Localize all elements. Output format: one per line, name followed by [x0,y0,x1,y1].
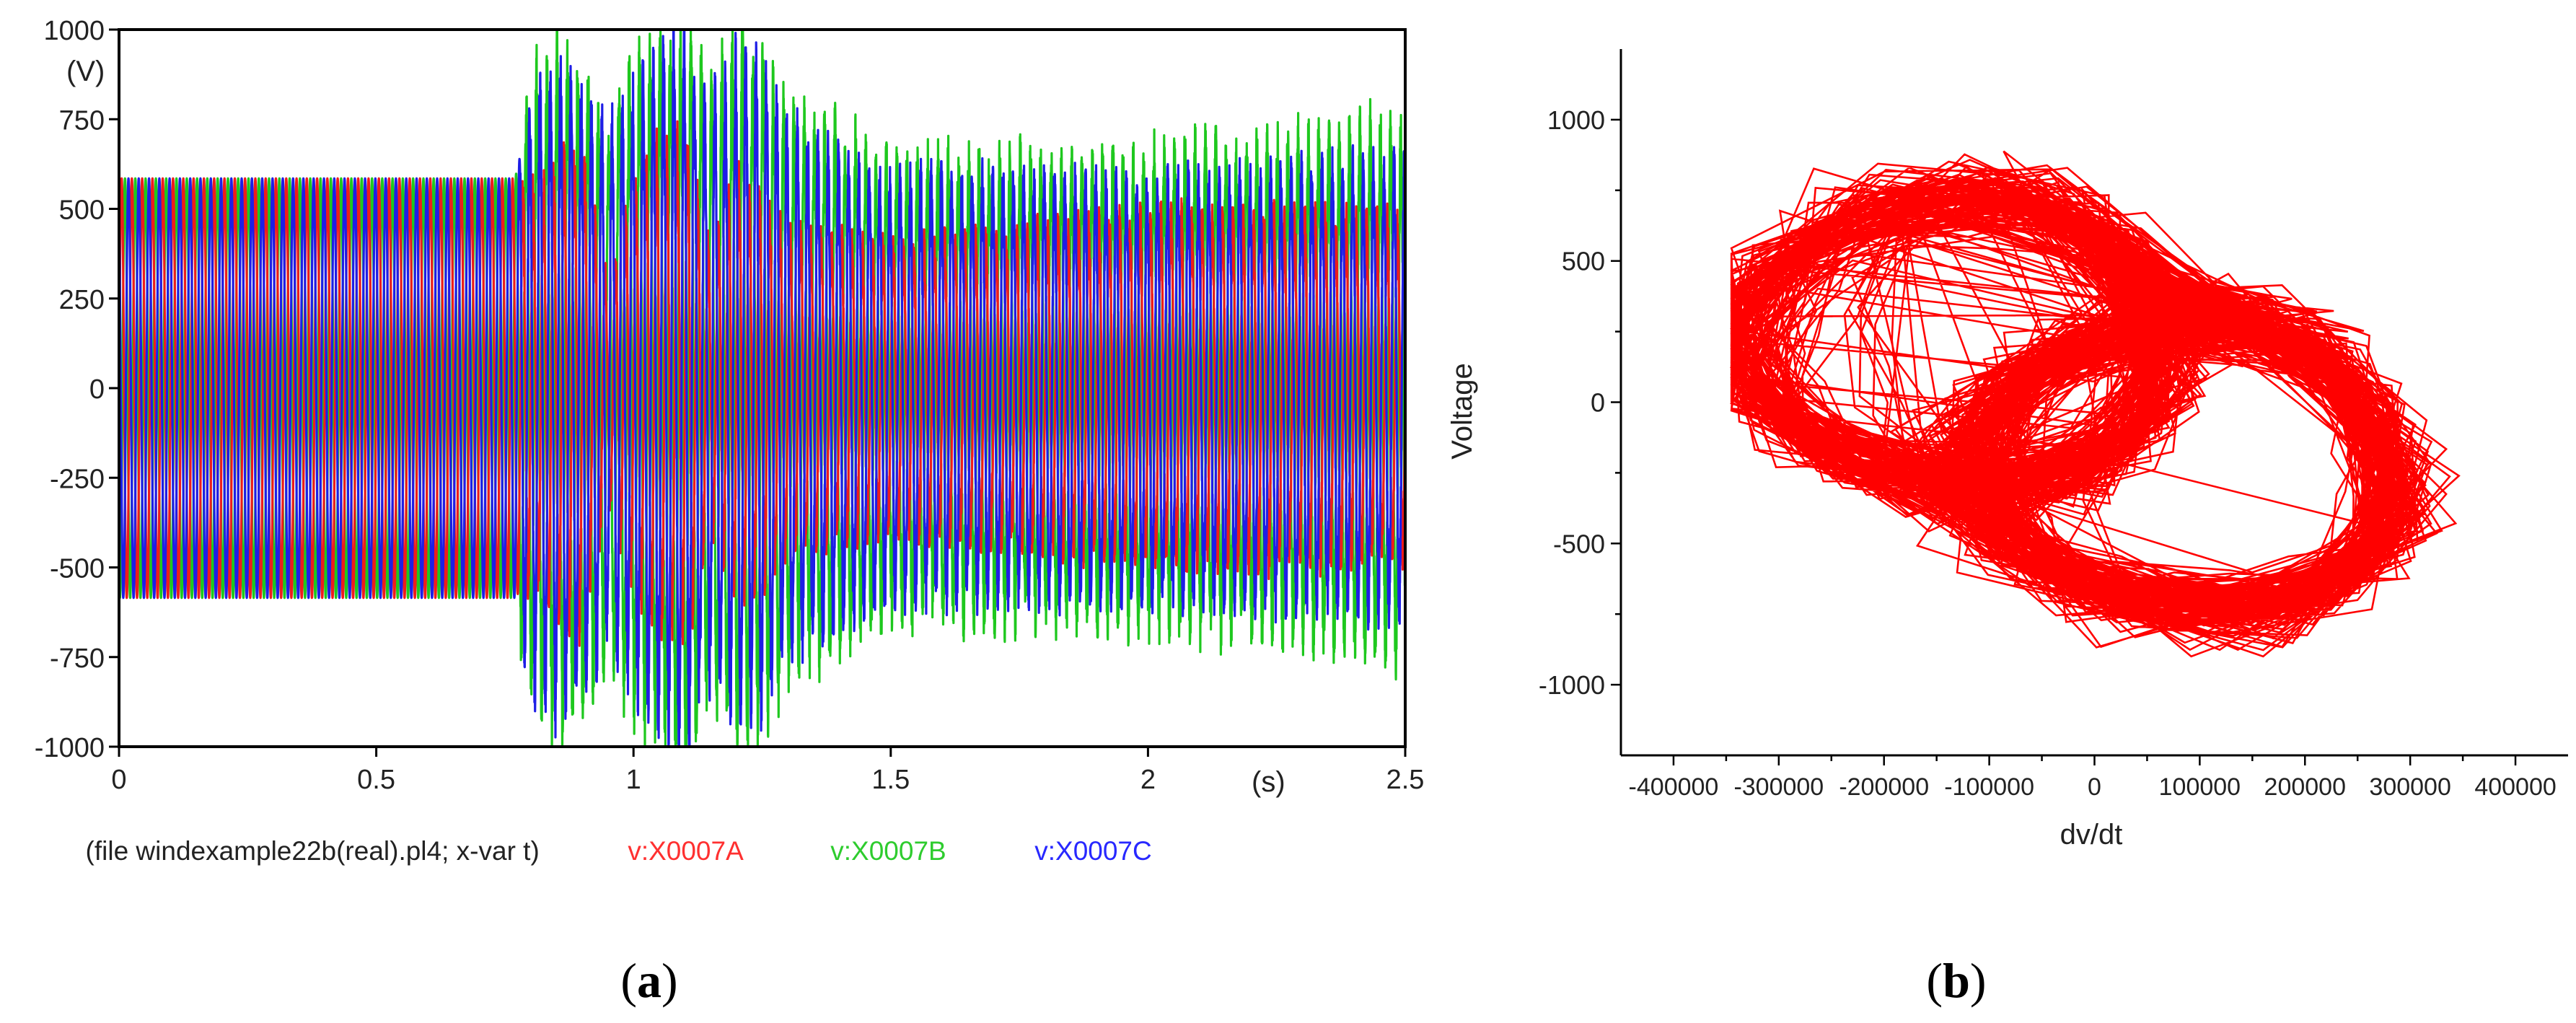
y-tick-label-a: 1000 [43,16,105,46]
y-tick-label-b: 1000 [1547,105,1605,135]
x-tick-label-b: 200000 [2264,773,2346,801]
x-tick-label-b: -100000 [1944,773,2034,801]
y-tick-label-a: -500 [50,554,105,584]
x-axis-b: -400000 -300000 -200000 -100000 0 100000 20000… [1629,773,2557,801]
y-tick-label-b: 0 [1591,388,1605,418]
voltage-traces [119,30,1405,747]
series-line-v-x0007a [119,120,1405,647]
svg-text:(file windexample22b(real).pl4: (file windexample22b(real).pl4; x-var t)… [19,836,1204,866]
legend-footer: (file windexample22b(real).pl4; x-var t)… [19,836,1204,866]
y-tick-label-a: 750 [59,105,105,136]
x-tick-label-a: 0.5 [357,765,395,795]
x-tick-label-a: 1.5 [871,765,910,795]
x-tick-label-b: 300000 [2369,773,2450,801]
x-tick-label-a: 1 [626,765,641,795]
x-tick-label-b: -300000 [1733,773,1824,801]
y-tick-label-a: 500 [59,196,105,226]
x-tick-label-b: -200000 [1839,773,1929,801]
y-axis-a: 1000 750 500 250 0 -250 -500 -750 -1000 [35,16,119,763]
x-tick-label-b: 0 [2088,773,2101,801]
file-info-text: (file windexample22b(real).pl4; x-var t) [86,836,540,866]
y-tick-label-a: -1000 [35,733,105,763]
x-axis-label-a: (s) [1252,766,1285,798]
y-tick-label-a: 0 [89,374,105,405]
x-tick-label-a: 2 [1140,765,1156,795]
panel-label-b: (b) [1926,953,1986,1008]
phase-trajectory-line [1729,150,2461,658]
y-tick-label-b: -1000 [1539,670,1605,700]
y-tick-label-a: -250 [50,464,105,494]
x-tick-label-a: 2.5 [1386,765,1425,795]
y-tick-label-b: 500 [1562,247,1605,276]
y-axis-b: 1000 500 0 -500 -1000 [1539,105,1605,700]
axes-b [1611,49,2568,765]
x-tick-label-b: 100000 [2159,773,2241,801]
x-tick-label-a: 0 [111,765,126,795]
series-line-v-x0007c [119,30,1405,747]
phase-trajectory [1729,150,2461,658]
series-line-v-x0007b [119,30,1405,747]
x-tick-label-b: -400000 [1629,773,1719,801]
y-axis-label-a: (V) [66,56,105,87]
legend-entry-v-x0007b: v:X0007B [830,836,946,866]
x-axis-a: 0 0.5 1 1.5 2 2.5 [111,747,1424,795]
legend-entry-v-x0007a: v:X0007A [628,836,744,866]
x-axis-label-b: dv/dt [2060,819,2123,851]
y-tick-label-a: -750 [50,644,105,674]
panel-a-time-series: 1000 750 500 250 0 -250 -500 -750 -1000 0 0.5 1 1.5… [19,16,1425,1008]
x-tick-label-b: 400000 [2474,773,2556,801]
legend-entry-v-x0007c: v:X0007C [1034,836,1152,866]
panel-label-a: (a) [620,953,677,1008]
y-tick-label-b: -500 [1553,529,1605,558]
panel-b-phase-plot: 1000 500 0 -500 -1000 -400000 -300000 -200000-… [1446,49,2568,1008]
y-tick-label-a: 250 [59,285,105,315]
y-axis-label-b: Voltage [1446,363,1478,459]
